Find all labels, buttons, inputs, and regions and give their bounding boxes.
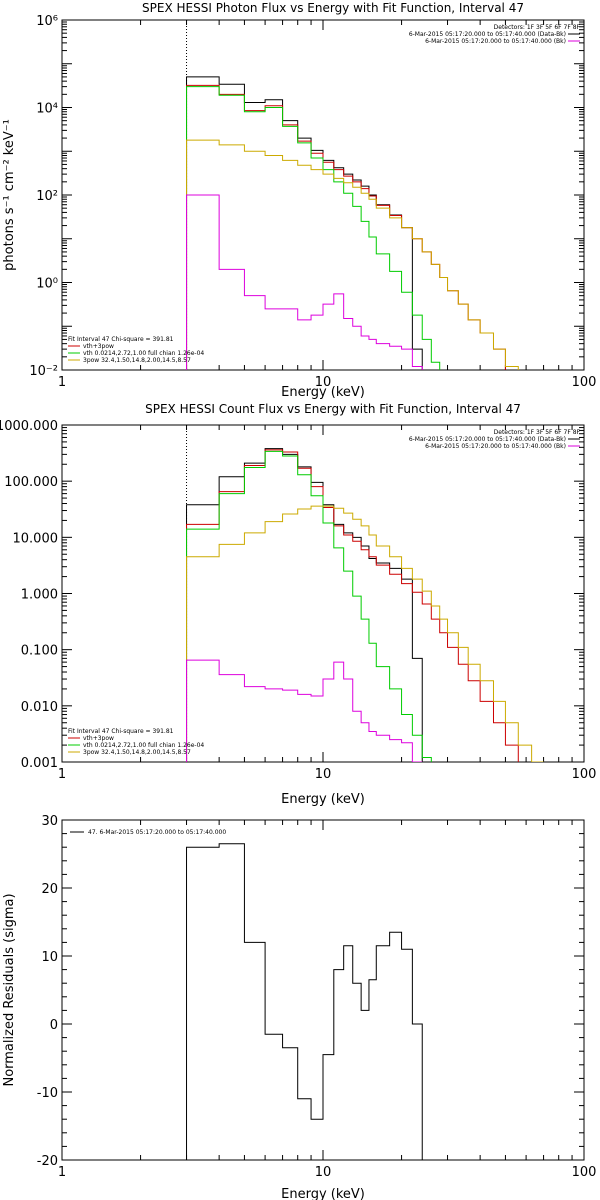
legend-entry: vth+3pow — [83, 343, 114, 350]
series-data — [186, 448, 423, 762]
legend-heading: Detectors: 1F 3F 5F 6F 7F 8F — [494, 24, 581, 31]
y-tick-label: 10⁰ — [36, 277, 58, 292]
series-vth-3pow — [186, 84, 506, 370]
y-tick-label: 0.100 — [21, 644, 58, 659]
legend-entry: 47. 6-Mar-2015 05:17:20.000 to 05:17:40.… — [88, 829, 226, 836]
y-tick-label: 10 — [41, 950, 58, 965]
y-tick-label: -10 — [37, 1086, 58, 1101]
legend-entry: 3pow 32.4,1.50,14.8,2.00,14.5,8.57 — [83, 749, 191, 756]
legend-entry: vth 0.0214,2.72,1.00 full chian 1.26e-04 — [83, 742, 204, 749]
count-flux-panel: 1 10 100 0.001 0.010 0.100 1.000 10.000 100.000 1… — [0, 402, 596, 807]
fit-summary: Fit Interval 47 Chi-square = 391.81 — [68, 728, 174, 735]
x-tick-label: 100 — [572, 1165, 597, 1180]
photon-flux-panel: 1 10 100 10⁻² 10⁰ 10² 10⁴ 10⁶ SPEX HESSI Photon … — [2, 1, 596, 400]
legend-entry: 6-Mar-2015 05:17:20.000 to 05:17:40.000 … — [425, 443, 566, 450]
y-tick-label: 10⁶ — [36, 14, 58, 29]
y-tick-label: 10⁴ — [36, 102, 58, 117]
chart-title: SPEX HESSI Count Flux vs Energy with Fit… — [145, 402, 521, 416]
y-tick-label: 10² — [36, 189, 58, 204]
y-tick-label: 20 — [41, 882, 58, 897]
series-background — [186, 194, 423, 370]
series-vth — [186, 450, 432, 762]
y-tick-label: 100.000 — [4, 475, 58, 490]
fit-summary: Fit Interval 47 Chi-square = 391.81 — [68, 336, 174, 343]
x-tick-label: 10 — [315, 1165, 332, 1180]
series-3pow — [186, 139, 519, 370]
x-tick-label: 1 — [58, 1165, 66, 1180]
x-tick-label: 10 — [315, 767, 332, 782]
y-tick-label: 0.010 — [21, 700, 58, 715]
legend-entry: 6-Mar-2015 05:17:20.000 to 05:17:40.000 … — [409, 436, 566, 443]
y-tick-label: 10.000 — [13, 531, 59, 546]
y-tick-label: 1.000 — [21, 588, 58, 603]
series-residuals — [186, 843, 423, 1160]
legend-entry: 3pow 32.4,1.50,14.8,2.00,14.5,8.57 — [83, 357, 191, 364]
series-background — [186, 659, 423, 762]
series-vth-3pow — [186, 449, 519, 762]
y-tick-label: 1000.000 — [0, 419, 58, 434]
series-data — [186, 76, 423, 370]
residuals-panel: 1 10 100 -20 -10 0 10 20 30 Energy (keV) Normalize… — [2, 814, 596, 1200]
legend-entry: vth+3pow — [83, 735, 114, 742]
x-tick-label: 1 — [58, 375, 66, 390]
y-axis-label: photons s⁻¹ cm⁻² keV⁻¹ — [2, 119, 17, 271]
legend-entry: 6-Mar-2015 05:17:20.000 to 05:17:40.000 … — [425, 38, 566, 45]
legend-entry: 6-Mar-2015 05:17:20.000 to 05:17:40.000 … — [409, 31, 566, 38]
x-axis-label: Energy (keV) — [281, 1187, 365, 1200]
y-tick-label: 0 — [50, 1018, 58, 1033]
x-axis-label: Energy (keV) — [281, 385, 365, 400]
legend-heading: Detectors: 1F 3F 5F 6F 7F 8F — [494, 429, 581, 436]
legend-entry: vth 0.0214,2.72,1.00 full chian 1.26e-04 — [83, 350, 204, 357]
y-tick-label: 30 — [41, 814, 58, 829]
x-tick-label: 1 — [58, 767, 66, 782]
x-tick-label: 10 — [315, 375, 332, 390]
y-axis-label: Normalized Residuals (sigma) — [2, 893, 17, 1086]
x-tick-label: 100 — [572, 375, 597, 390]
plot-frame — [61, 19, 585, 371]
y-tick-label: 10⁻² — [29, 364, 58, 379]
y-tick-label: -20 — [37, 1154, 58, 1169]
series-vth — [186, 86, 441, 370]
chart-title: SPEX HESSI Photon Flux vs Energy with Fi… — [142, 1, 524, 15]
y-tick-label: 0.001 — [21, 756, 58, 771]
x-tick-label: 100 — [572, 767, 597, 782]
series-3pow — [186, 505, 544, 762]
x-axis-label: Energy (keV) — [281, 792, 365, 807]
